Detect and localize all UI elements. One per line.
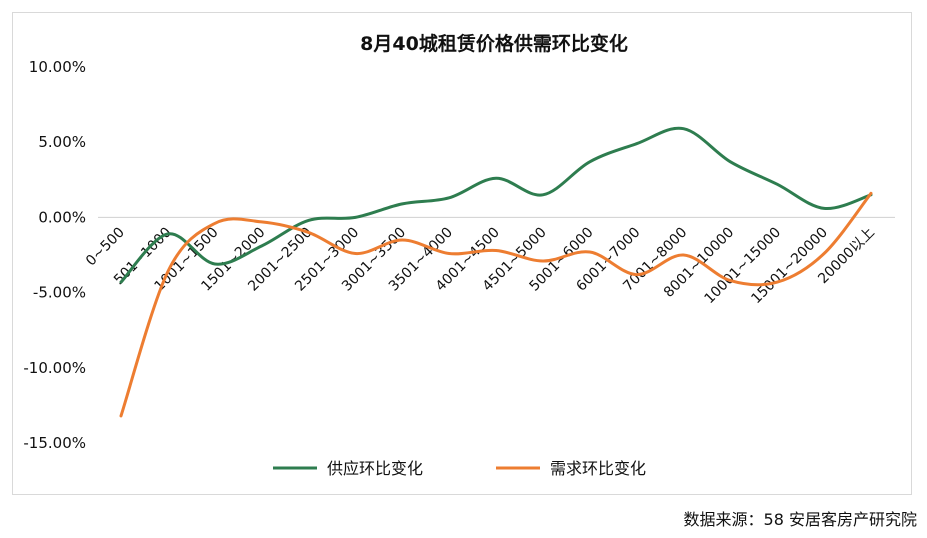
- y-tick-label: -15.00%: [23, 434, 86, 452]
- series-line-demand: [119, 191, 873, 418]
- y-tick-label: -5.00%: [33, 284, 86, 302]
- y-tick-label: 10.00%: [29, 58, 86, 76]
- series-line-supply: [119, 126, 873, 284]
- y-axis: 10.00% 5.00% 0.00% -5.00% -10.00% -15.00%: [23, 58, 86, 452]
- y-tick-label: 5.00%: [38, 133, 86, 151]
- legend: 供应环比变化 需求环比变化: [273, 459, 646, 478]
- y-tick-label: -10.00%: [23, 359, 86, 377]
- x-axis: 0~500501~10001001~15001501~20002001~2500…: [83, 225, 878, 308]
- series-lines: [119, 126, 873, 418]
- x-tick-label: 0~500: [83, 225, 128, 270]
- legend-label: 需求环比变化: [550, 459, 646, 478]
- chart-title: 8月40城租赁价格供需环比变化: [360, 32, 628, 55]
- y-tick-label: 0.00%: [38, 208, 86, 226]
- source-note: 数据来源：58 安居客房产研究院: [683, 510, 917, 529]
- legend-label: 供应环比变化: [327, 459, 423, 478]
